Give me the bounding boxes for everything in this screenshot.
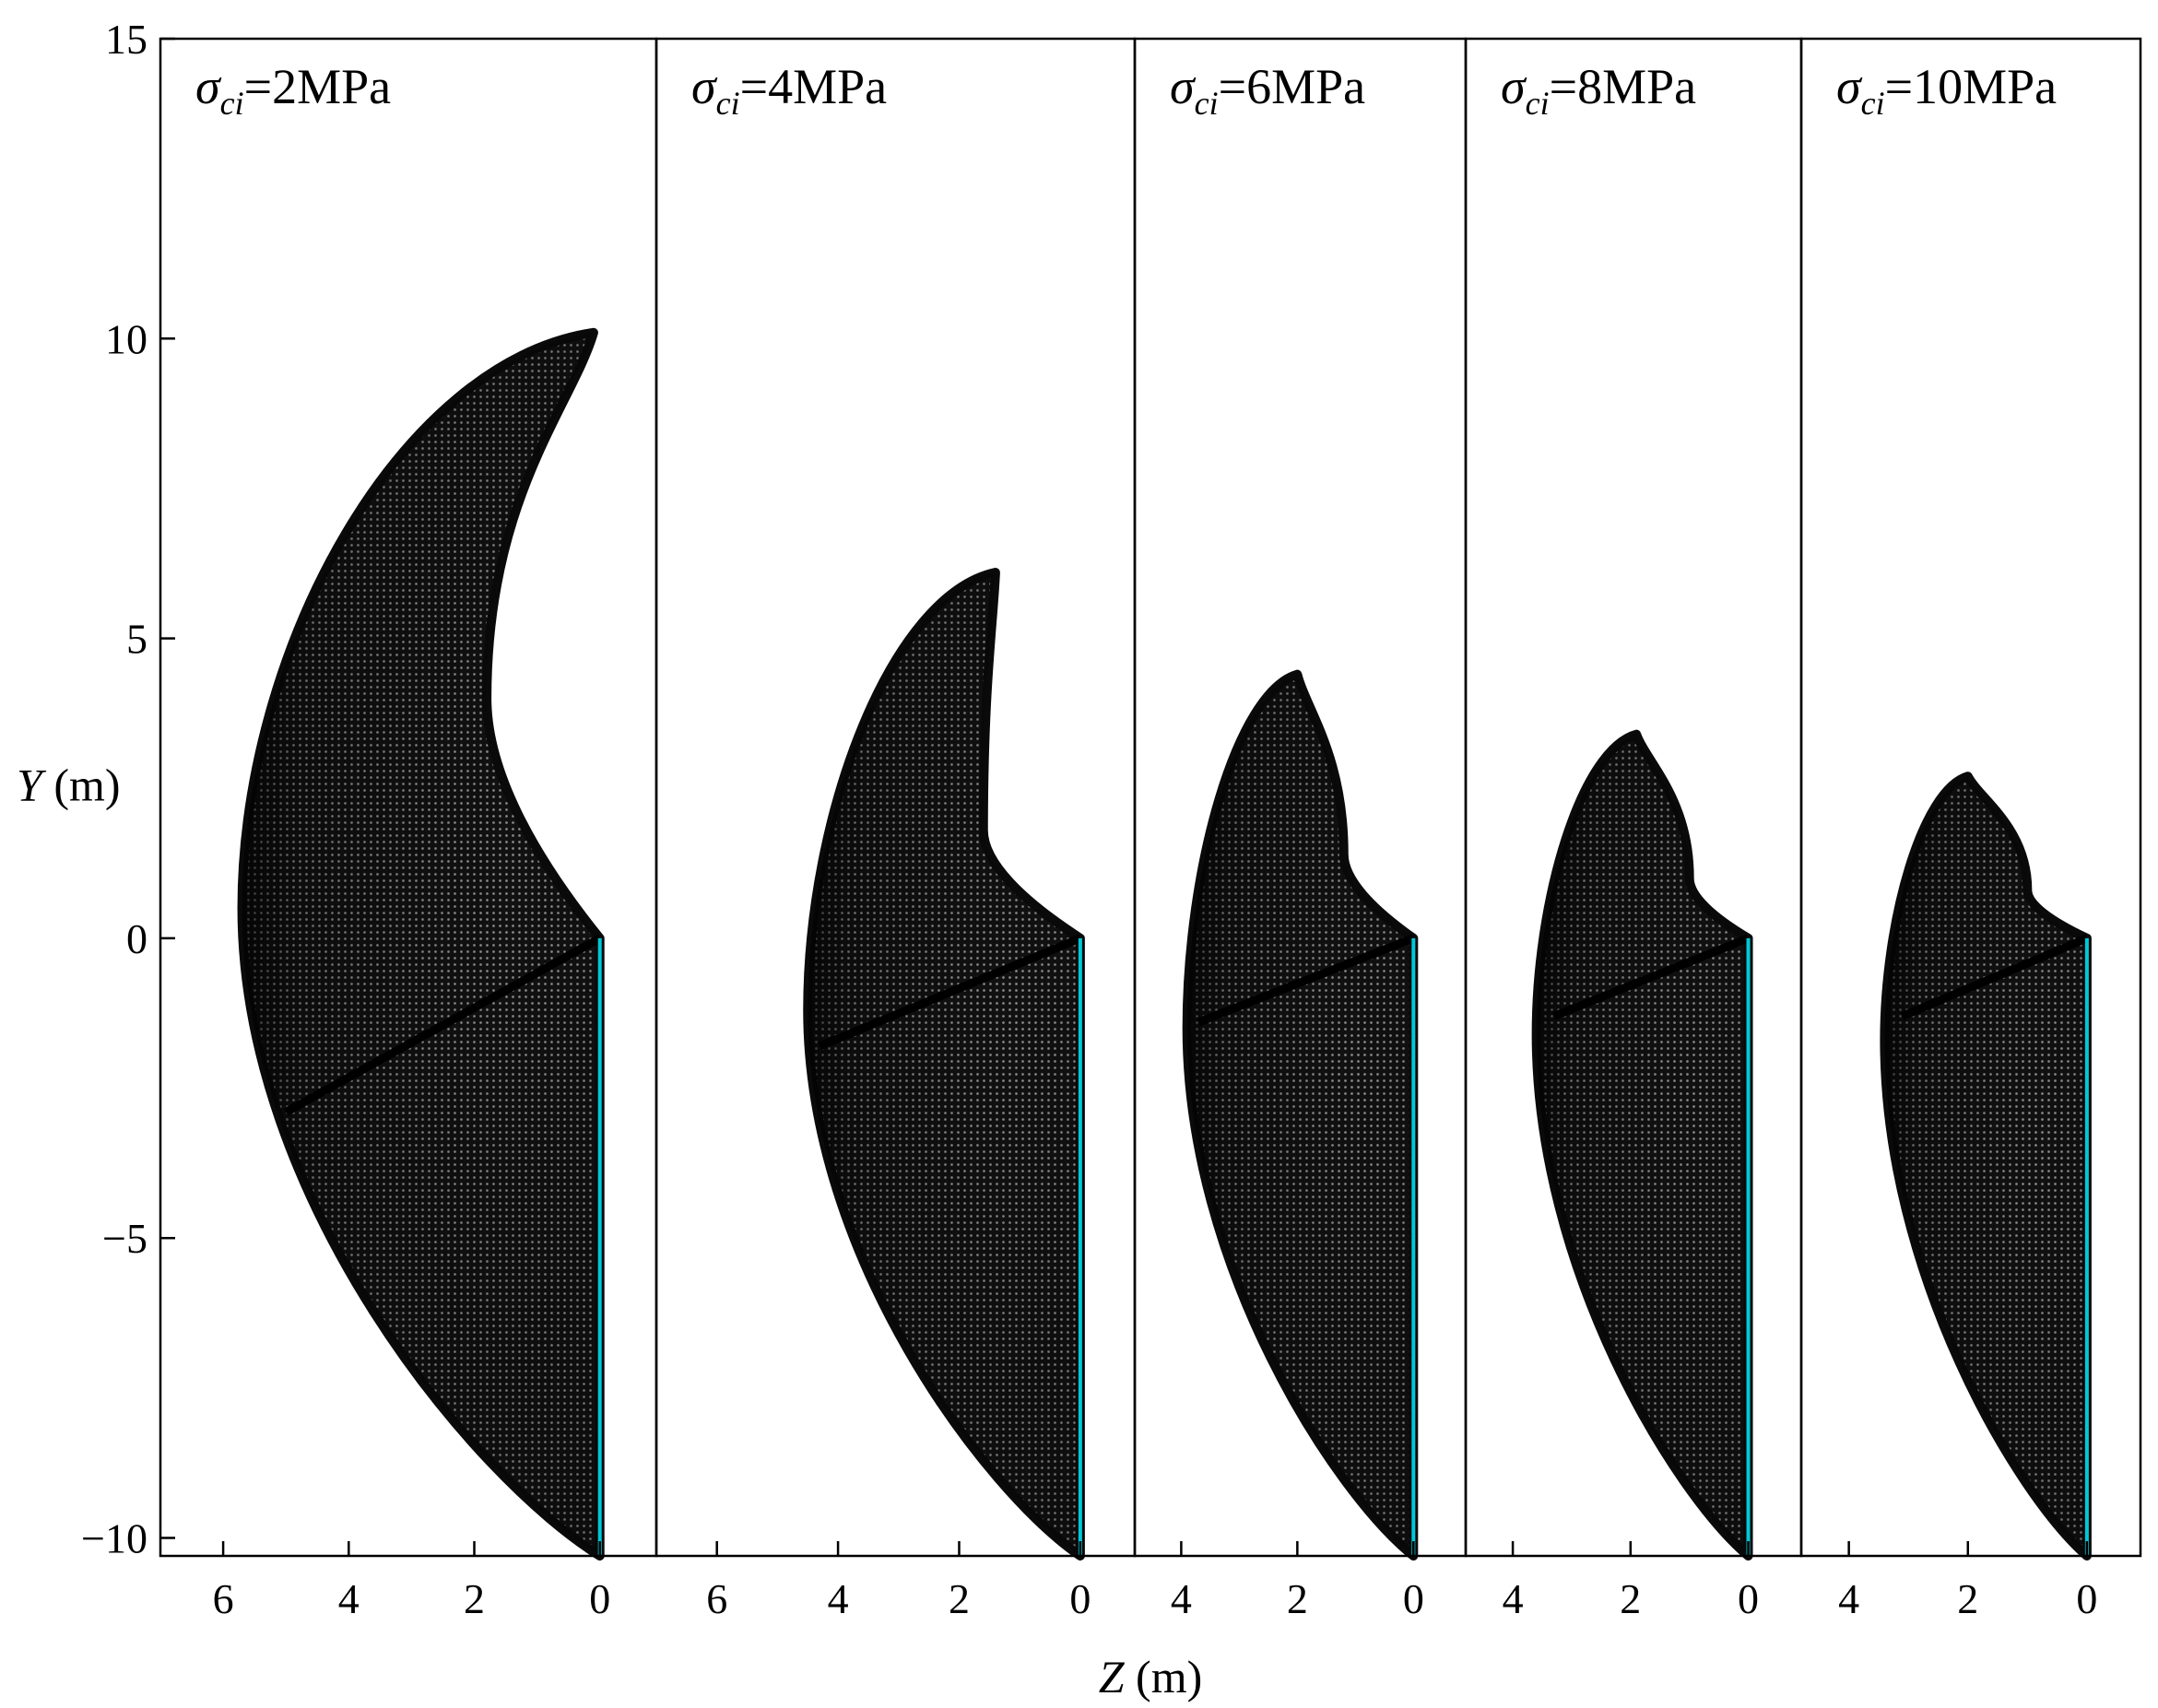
panel-label: σci=2MPa — [195, 59, 391, 122]
y-tick-label: 15 — [105, 16, 147, 63]
x-tick-label: 2 — [464, 1575, 485, 1622]
panel-label: σci=4MPa — [691, 59, 887, 122]
y-tick-label: −5 — [102, 1215, 147, 1262]
panel-label: σci=6MPa — [1170, 59, 1365, 122]
x-axis-title-group: Z (m) — [1099, 1651, 1203, 1702]
y-tick-label: 5 — [126, 616, 147, 663]
x-tick-label: 4 — [338, 1575, 360, 1622]
x-tick-label: 2 — [1620, 1575, 1641, 1622]
y-tick-label: 10 — [105, 315, 147, 362]
panel-label: σci=10MPa — [1836, 59, 2057, 122]
x-tick-label: 0 — [589, 1575, 610, 1622]
panel-3: 4 2 0 σci=6MPa — [1133, 37, 1468, 1622]
x-tick-label: 4 — [1171, 1575, 1192, 1622]
y-axis: −10 −5 0 5 10 15 Y (m) — [17, 16, 175, 1561]
x-tick-label: 0 — [1403, 1575, 1424, 1622]
x-axis-title: Z (m) — [1099, 1651, 1203, 1702]
x-tick-label: 2 — [949, 1575, 970, 1622]
mesh-division-line — [1901, 934, 2089, 1020]
mesh-shading — [1536, 734, 1749, 1556]
x-tick-label: 0 — [1069, 1575, 1091, 1622]
x-tick-label: 4 — [828, 1575, 849, 1622]
x-tick-label: 6 — [706, 1575, 727, 1622]
panel-frame — [1799, 37, 2142, 1558]
x-tick-label: 2 — [1287, 1575, 1308, 1622]
x-tick-label: 4 — [1503, 1575, 1524, 1622]
mesh-shading — [242, 332, 600, 1556]
panel-4: 4 2 0 σci=8MPa — [1464, 37, 1803, 1622]
panels-layer: 6 4 2 0 σci=2MPa 6 4 2 0 σci=4MPa 4 2 0 σci=6MPa 4 2 0 σc… — [159, 37, 2142, 1622]
x-tick-label: 6 — [213, 1575, 234, 1622]
mesh-shading — [1884, 776, 2087, 1556]
y-axis-title: Y (m) — [17, 759, 121, 810]
mesh-shading — [1186, 674, 1414, 1556]
x-tick-label: 4 — [1838, 1575, 1859, 1622]
x-tick-label: 0 — [2076, 1575, 2097, 1622]
y-tick-label: −10 — [81, 1514, 147, 1561]
x-tick-label: 2 — [1957, 1575, 1978, 1622]
y-tick-label: 0 — [126, 915, 147, 962]
mesh-division-line — [284, 934, 602, 1116]
panel-1: 6 4 2 0 σci=2MPa — [159, 37, 658, 1622]
panel-5: 4 2 0 σci=10MPa — [1799, 37, 2142, 1622]
panel-label: σci=8MPa — [1501, 59, 1696, 122]
panel-2: 6 4 2 0 σci=4MPa — [654, 37, 1137, 1622]
mesh-shading — [808, 572, 1080, 1557]
mesh-division-line — [1552, 934, 1751, 1020]
x-tick-label: 0 — [1738, 1575, 1759, 1622]
mesh-division-line — [1197, 934, 1415, 1027]
mesh-division-line — [818, 934, 1082, 1051]
